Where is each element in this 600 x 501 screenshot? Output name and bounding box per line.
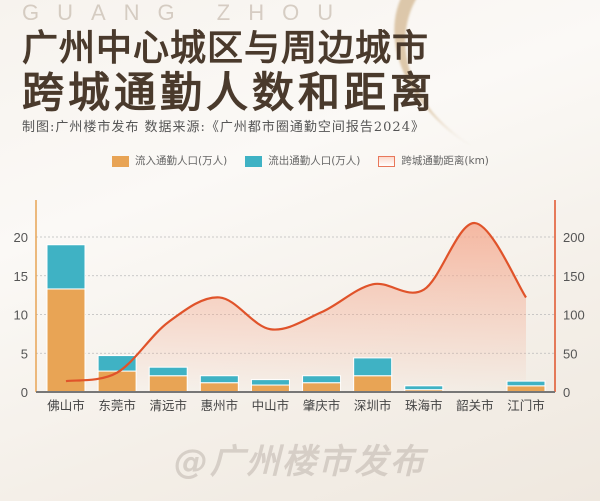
left-tick-label: 20	[14, 230, 28, 245]
legend-item-outflow: 流出通勤人口(万人)	[245, 155, 360, 168]
left-tick-label: 15	[14, 269, 28, 284]
watermark: GUANG ZHOU	[22, 0, 352, 25]
right-tick-label: 200	[563, 230, 585, 245]
bar-inflow	[302, 382, 342, 393]
legend-label-distance: 跨城通勤距离(km)	[401, 155, 489, 167]
legend-item-inflow: 流入通勤人口(万人)	[112, 155, 227, 168]
bar-inflow	[148, 375, 188, 393]
bar-outflow	[46, 244, 86, 290]
right-tick-label: 100	[563, 308, 585, 323]
legend: 流入通勤人口(万人) 流出通勤人口(万人) 跨城通勤距离(km)	[112, 155, 489, 168]
bar-inflow	[199, 382, 239, 393]
legend-label-outflow: 流出通勤人口(万人)	[268, 155, 361, 167]
legend-swatch-outflow	[245, 156, 263, 167]
bar-outflow	[199, 375, 239, 384]
bar-outflow	[97, 355, 137, 372]
footer-watermark: @广州楼市发布	[174, 442, 426, 482]
legend-label-inflow: 流入通勤人口(万人)	[135, 155, 228, 167]
bar-inflow	[250, 384, 290, 393]
right-tick-label: 0	[563, 385, 570, 400]
bar-outflow	[404, 385, 444, 391]
category-label: 惠州市	[201, 398, 239, 413]
category-label: 佛山市	[47, 398, 85, 413]
bar-outflow	[250, 379, 290, 386]
right-tick-label: 50	[563, 346, 577, 361]
legend-item-distance: 跨城通勤距离(km)	[378, 155, 489, 168]
legend-swatch-distance	[378, 156, 396, 167]
bar-outflow	[302, 375, 342, 384]
chart-title-line2: 跨城通勤人数和距离	[22, 68, 437, 117]
bar-inflow	[353, 375, 393, 393]
left-tick-label: 0	[21, 385, 28, 400]
bar-inflow	[46, 288, 86, 393]
category-label: 江门市	[507, 398, 545, 413]
category-label: 清远市	[149, 398, 187, 413]
right-tick-label: 150	[563, 269, 585, 284]
category-label: 东莞市	[98, 398, 136, 413]
left-tick-label: 10	[14, 308, 28, 323]
category-label: 中山市	[252, 398, 290, 413]
bar-outflow	[148, 366, 188, 377]
bar-inflow	[97, 370, 137, 393]
bar-outflow	[506, 380, 546, 387]
category-label: 珠海市	[405, 398, 443, 413]
bar-outflow	[353, 357, 393, 377]
distance-area	[66, 223, 526, 392]
category-label: 肇庆市	[303, 398, 341, 413]
legend-swatch-inflow	[112, 156, 129, 167]
distance-line	[65, 221, 527, 383]
left-tick-label: 5	[21, 346, 28, 361]
chart-subtitle: 制图:广州楼市发布 数据来源:《广州都市圈通勤空间报告2024》	[22, 120, 425, 135]
chart-title-line1: 广州中心城区与周边城市	[22, 27, 430, 69]
category-label: 韶关市	[456, 398, 494, 413]
category-label: 深圳市	[354, 398, 392, 413]
